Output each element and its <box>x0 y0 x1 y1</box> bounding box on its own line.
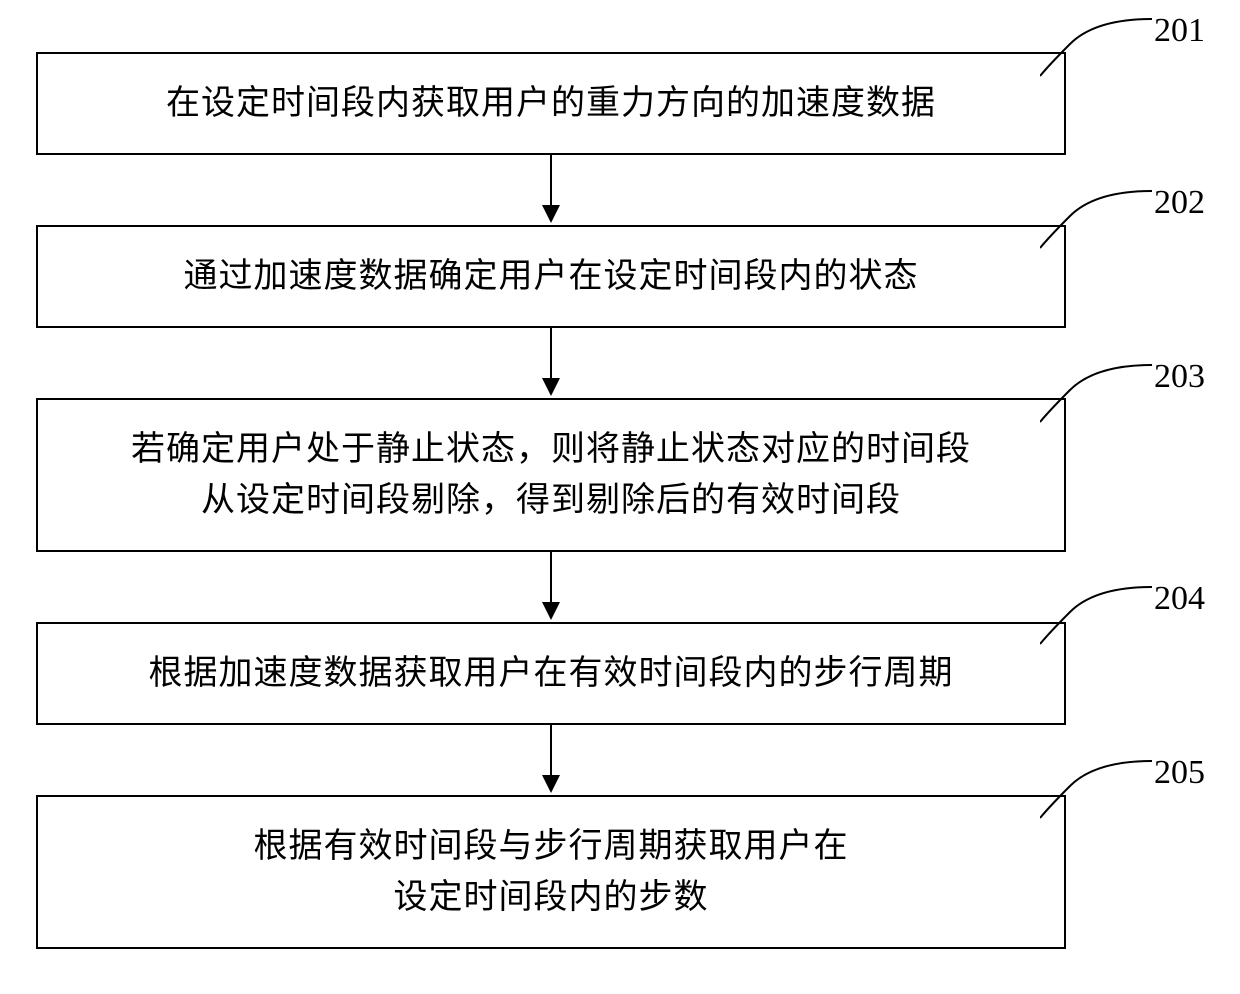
step-box-201: 在设定时间段内获取用户的重力方向的加速度数据 <box>36 52 1066 155</box>
step-label-202: 202 <box>1154 184 1205 222</box>
step-box-204: 根据加速度数据获取用户在有效时间段内的步行周期 <box>36 622 1066 725</box>
step-text: 根据加速度数据获取用户在有效时间段内的步行周期 <box>149 648 954 699</box>
arrow-down-icon <box>536 725 566 795</box>
arrow-down-icon <box>536 328 566 398</box>
step-box-205: 根据有效时间段与步行周期获取用户在设定时间段内的步数 <box>36 795 1066 949</box>
step-text: 根据有效时间段与步行周期获取用户在设定时间段内的步数 <box>254 821 849 923</box>
arrow-down-icon <box>536 552 566 622</box>
arrow-connector <box>36 552 1066 622</box>
step-label-204: 204 <box>1154 580 1205 618</box>
arrow-connector <box>36 155 1066 225</box>
step-label-201: 201 <box>1154 12 1205 50</box>
step-text: 在设定时间段内获取用户的重力方向的加速度数据 <box>166 78 936 129</box>
step-text: 若确定用户处于静止状态，则将静止状态对应的时间段从设定时间段剔除，得到剔除后的有… <box>131 424 971 526</box>
arrow-connector <box>36 328 1066 398</box>
step-box-203: 若确定用户处于静止状态，则将静止状态对应的时间段从设定时间段剔除，得到剔除后的有… <box>36 398 1066 552</box>
arrow-down-icon <box>536 155 566 225</box>
step-box-202: 通过加速度数据确定用户在设定时间段内的状态 <box>36 225 1066 328</box>
step-label-203: 203 <box>1154 358 1205 396</box>
step-label-205: 205 <box>1154 754 1205 792</box>
flowchart: 在设定时间段内获取用户的重力方向的加速度数据 通过加速度数据确定用户在设定时间段… <box>36 52 1066 949</box>
arrow-connector <box>36 725 1066 795</box>
step-text: 通过加速度数据确定用户在设定时间段内的状态 <box>184 251 919 302</box>
